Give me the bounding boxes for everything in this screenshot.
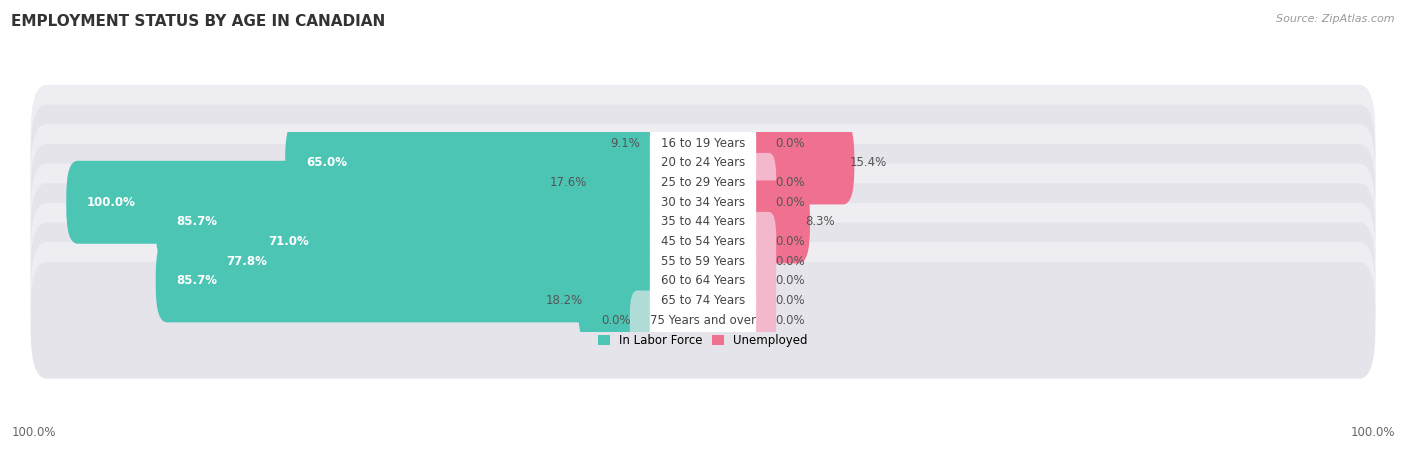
Text: EMPLOYMENT STATUS BY AGE IN CANADIAN: EMPLOYMENT STATUS BY AGE IN CANADIAN (11, 14, 385, 28)
Text: 60 to 64 Years: 60 to 64 Years (661, 274, 745, 288)
Text: 0.0%: 0.0% (775, 235, 804, 248)
Text: 20 to 24 Years: 20 to 24 Years (661, 157, 745, 170)
FancyBboxPatch shape (650, 206, 756, 277)
FancyBboxPatch shape (156, 239, 671, 322)
FancyBboxPatch shape (740, 251, 776, 310)
Text: 0.0%: 0.0% (775, 314, 804, 327)
Text: 0.0%: 0.0% (775, 137, 804, 150)
Text: 0.0%: 0.0% (775, 274, 804, 288)
FancyBboxPatch shape (31, 222, 1375, 339)
Text: 65.0%: 65.0% (307, 157, 347, 170)
Text: 16 to 19 Years: 16 to 19 Years (661, 137, 745, 150)
Text: 15.4%: 15.4% (849, 157, 887, 170)
FancyBboxPatch shape (740, 291, 776, 350)
FancyBboxPatch shape (650, 245, 756, 316)
FancyBboxPatch shape (650, 225, 756, 297)
Text: 0.0%: 0.0% (775, 294, 804, 307)
FancyBboxPatch shape (582, 141, 671, 224)
Text: 9.1%: 9.1% (610, 137, 640, 150)
Text: 71.0%: 71.0% (269, 235, 309, 248)
Text: Source: ZipAtlas.com: Source: ZipAtlas.com (1277, 14, 1395, 23)
Text: 100.0%: 100.0% (87, 196, 136, 209)
FancyBboxPatch shape (31, 203, 1375, 320)
FancyBboxPatch shape (630, 291, 666, 350)
FancyBboxPatch shape (31, 183, 1375, 300)
Text: 8.3%: 8.3% (806, 216, 835, 229)
Text: 75 Years and over: 75 Years and over (650, 314, 756, 327)
Text: 0.0%: 0.0% (602, 314, 631, 327)
Text: 100.0%: 100.0% (11, 426, 56, 439)
FancyBboxPatch shape (740, 173, 776, 232)
FancyBboxPatch shape (650, 127, 756, 198)
Text: 65 to 74 Years: 65 to 74 Years (661, 294, 745, 307)
Text: 0.0%: 0.0% (775, 255, 804, 268)
FancyBboxPatch shape (66, 161, 671, 244)
FancyBboxPatch shape (650, 166, 756, 238)
FancyBboxPatch shape (740, 153, 776, 212)
Text: 55 to 59 Years: 55 to 59 Years (661, 255, 745, 268)
FancyBboxPatch shape (740, 113, 776, 173)
FancyBboxPatch shape (31, 144, 1375, 261)
Text: 0.0%: 0.0% (775, 176, 804, 189)
FancyBboxPatch shape (740, 212, 776, 271)
FancyBboxPatch shape (31, 85, 1375, 202)
FancyBboxPatch shape (31, 124, 1375, 241)
Text: 85.7%: 85.7% (176, 274, 218, 288)
FancyBboxPatch shape (31, 104, 1375, 221)
FancyBboxPatch shape (650, 265, 756, 336)
Text: 25 to 29 Years: 25 to 29 Years (661, 176, 745, 189)
Text: 0.0%: 0.0% (775, 196, 804, 209)
FancyBboxPatch shape (156, 180, 671, 263)
Text: 17.6%: 17.6% (550, 176, 586, 189)
FancyBboxPatch shape (740, 232, 776, 291)
FancyBboxPatch shape (31, 163, 1375, 280)
Text: 30 to 34 Years: 30 to 34 Years (661, 196, 745, 209)
Text: 85.7%: 85.7% (176, 216, 218, 229)
Text: 77.8%: 77.8% (226, 255, 267, 268)
FancyBboxPatch shape (650, 147, 756, 218)
Text: 45 to 54 Years: 45 to 54 Years (661, 235, 745, 248)
FancyBboxPatch shape (285, 122, 671, 204)
FancyBboxPatch shape (650, 284, 756, 356)
FancyBboxPatch shape (735, 122, 855, 204)
FancyBboxPatch shape (205, 220, 671, 303)
FancyBboxPatch shape (636, 102, 671, 185)
FancyBboxPatch shape (650, 108, 756, 179)
FancyBboxPatch shape (735, 180, 810, 263)
FancyBboxPatch shape (650, 186, 756, 257)
FancyBboxPatch shape (31, 242, 1375, 359)
Text: 18.2%: 18.2% (546, 294, 583, 307)
Text: 35 to 44 Years: 35 to 44 Years (661, 216, 745, 229)
Legend: In Labor Force, Unemployed: In Labor Force, Unemployed (593, 330, 813, 352)
FancyBboxPatch shape (31, 262, 1375, 378)
FancyBboxPatch shape (740, 271, 776, 330)
FancyBboxPatch shape (247, 200, 671, 283)
FancyBboxPatch shape (578, 259, 671, 342)
Text: 100.0%: 100.0% (1350, 426, 1395, 439)
